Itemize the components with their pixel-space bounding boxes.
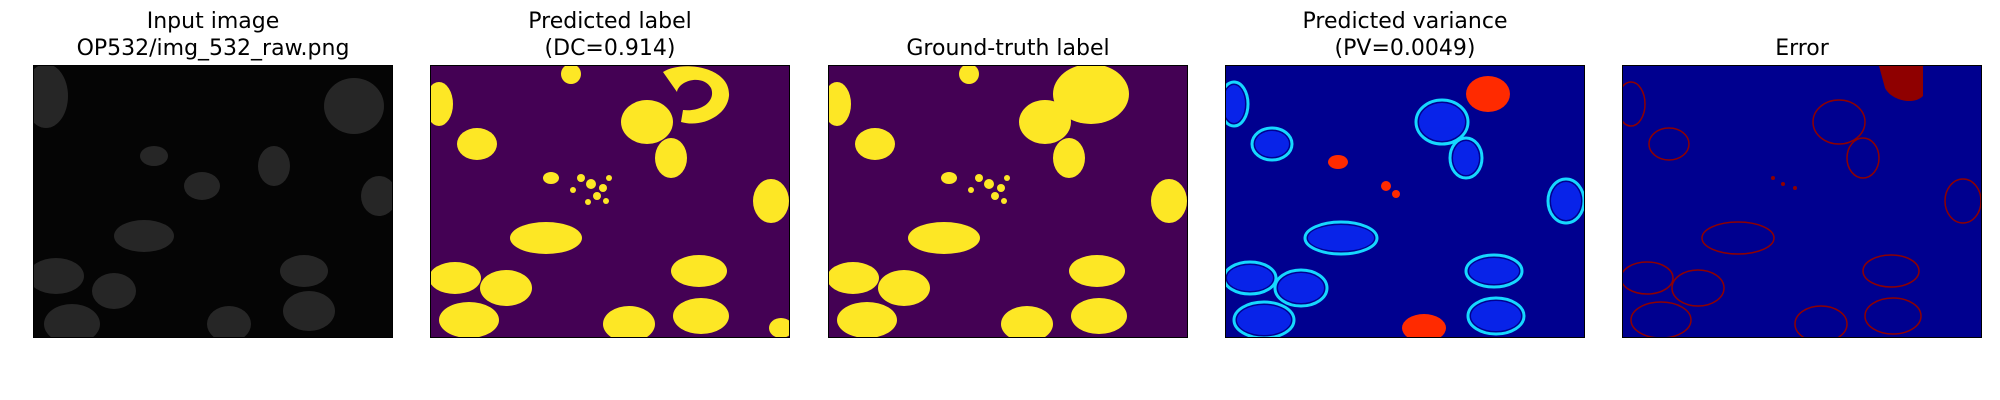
panel-subtitle: Error — [1775, 36, 1829, 61]
panel-subtitle: (PV=0.0049) — [1334, 36, 1476, 61]
panel-subtitle: (DC=0.914) — [544, 36, 676, 61]
panel-subtitle: Ground-truth label — [906, 36, 1110, 61]
panel-predicted-label: Predicted label (DC=0.914) — [430, 0, 790, 340]
panel-predicted-variance: Predicted variance (PV=0.0049) — [1225, 0, 1585, 340]
panel-subtitle: OP532/img_532_raw.png — [76, 36, 350, 61]
panel-title: Predicted variance — [1302, 9, 1508, 34]
panel-ground-truth-label: Ground-truth label — [828, 0, 1188, 340]
panel-title: Predicted label — [528, 9, 692, 34]
panel-error: Error — [1622, 0, 1982, 340]
error-image — [1622, 65, 1982, 338]
predicted-variance-image — [1225, 65, 1585, 338]
panel-input-image: Input image OP532/img_532_raw.png — [33, 0, 393, 340]
input-image — [33, 65, 393, 338]
panel-title: Input image — [146, 9, 280, 34]
ground-truth-label-image — [828, 65, 1188, 338]
predicted-label-image — [430, 65, 790, 338]
